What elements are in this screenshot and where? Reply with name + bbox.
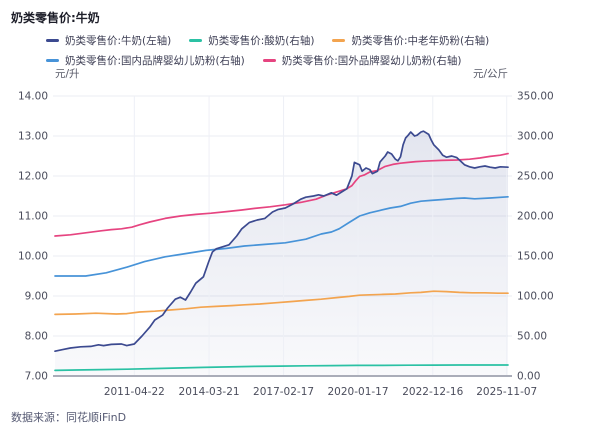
x-axis-tick-label: 2020-01-17	[328, 386, 389, 398]
left-axis-tick-label: 9.00	[25, 291, 48, 303]
left-axis-unit-label: 元/升	[55, 68, 80, 80]
right-axis-tick-label: 250.00	[517, 171, 554, 183]
right-axis-tick-label: 50.00	[517, 331, 547, 343]
legend-swatch-icon	[46, 39, 59, 42]
legend-label: 奶类零售价:中老年奶粉(右轴)	[351, 35, 490, 47]
right-axis-tick-label: 0.00	[517, 371, 540, 383]
right-axis-unit-label: 元/公斤	[472, 68, 508, 80]
legend-row: 奶类零售价:国内品牌婴幼儿奶粉(右轴) 奶类零售价:国外品牌婴幼儿奶粉(右轴)	[46, 53, 489, 68]
right-axis-tick-label: 350.00	[517, 91, 554, 103]
legend-item-series-4[interactable]: 奶类零售价:国外品牌婴幼儿奶粉(右轴)	[262, 53, 462, 68]
series-line-3	[54, 195, 509, 277]
legend-item-series-1[interactable]: 奶类零售价:酸奶(右轴)	[189, 33, 314, 48]
legend-label: 奶类零售价:酸奶(右轴)	[208, 35, 315, 47]
series-line-0	[54, 130, 509, 353]
series-line-1	[54, 364, 509, 372]
x-axis-tick-label: 2014-03-21	[179, 386, 240, 398]
x-axis-tick-label: 2011-04-22	[104, 386, 165, 398]
right-axis-tick-label: 300.00	[517, 131, 554, 143]
x-axis-tick-label: 2017-02-17	[253, 386, 314, 398]
legend-item-series-2[interactable]: 奶类零售价:中老年奶粉(右轴)	[332, 33, 489, 48]
right-axis-tick-label: 150.00	[517, 251, 554, 263]
left-axis-tick-label: 8.00	[25, 331, 48, 343]
legend-swatch-icon	[332, 39, 346, 42]
right-axis-tick-label: 200.00	[517, 211, 554, 223]
legend-item-series-3[interactable]: 奶类零售价:国内品牌婴幼儿奶粉(右轴)	[46, 53, 245, 68]
chart-title: 奶类零售价:牛奶	[11, 11, 100, 25]
legend-label: 奶类零售价:牛奶(左轴)	[65, 35, 172, 47]
left-axis-tick-label: 10.00	[18, 251, 48, 263]
left-axis-tick-label: 11.00	[18, 211, 48, 223]
left-axis-tick-label: 7.00	[25, 371, 48, 383]
left-axis-tick-label: 14.00	[18, 91, 48, 103]
left-axis-tick-label: 13.00	[18, 131, 48, 143]
legend-swatch-icon	[189, 39, 203, 42]
legend-swatch-icon	[262, 59, 276, 62]
right-axis-tick-label: 100.00	[517, 291, 554, 303]
series-line-4	[54, 152, 509, 237]
legend-label: 奶类零售价:国内品牌婴幼儿奶粉(右轴)	[65, 55, 245, 67]
legend-row: 奶类零售价:牛奶(左轴) 奶类零售价:酸奶(右轴) 奶类零售价:中老年奶粉(右轴)	[46, 33, 489, 48]
series-area-fill	[55, 131, 508, 376]
x-axis-tick-label: 2022-12-16	[402, 386, 463, 398]
data-source: 数据来源：同花顺iFinD	[11, 411, 127, 424]
legend-item-series-0[interactable]: 奶类零售价:牛奶(左轴)	[46, 33, 171, 48]
x-axis-tick-label: 2025-11-07	[476, 386, 537, 398]
legend-label: 奶类零售价:国外品牌婴幼儿奶粉(右轴)	[281, 55, 462, 67]
legend-swatch-icon	[46, 59, 59, 62]
legend: 奶类零售价:牛奶(左轴) 奶类零售价:酸奶(右轴) 奶类零售价:中老年奶粉(右轴) 奶…	[46, 33, 489, 68]
left-axis-tick-label: 12.00	[18, 171, 48, 183]
series-line-2	[54, 290, 509, 316]
